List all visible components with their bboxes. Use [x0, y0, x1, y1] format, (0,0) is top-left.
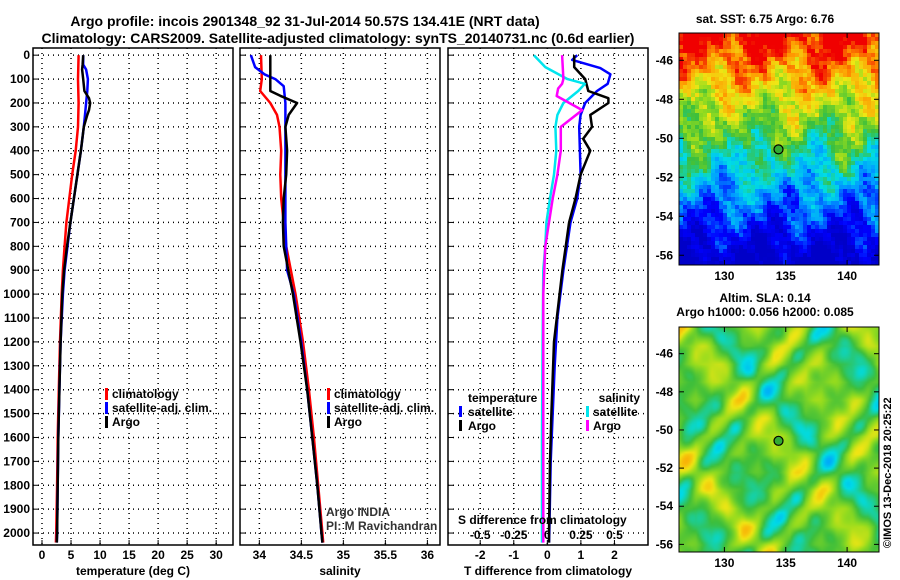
sla-map-title-line2: Argo h1000: 0.056 h2000: 0.085 — [676, 305, 854, 319]
secondary-x-tick-label: 0.25 — [569, 528, 593, 542]
legend-label: Argo — [112, 415, 140, 429]
legend-label: satellite-adj. clim. — [334, 401, 434, 415]
y-tick-label: 1200 — [3, 335, 30, 349]
legend-title-temperature: temperature — [468, 391, 538, 405]
y-tick-label: 1300 — [3, 359, 30, 373]
x-tick-label: 15 — [122, 548, 136, 562]
x-tick-label: 0 — [39, 548, 46, 562]
panel-salinity: 34 34.5 35 35.5 36 salinity climatologysatelli… — [239, 47, 441, 578]
credit-annotation: PI: M Ravichandran — [326, 519, 437, 533]
y-tick-label: 1700 — [3, 454, 30, 468]
secondary-x-tick-label: -0.25 — [500, 528, 528, 542]
legend-label: satellite-adj. clim. — [112, 401, 212, 415]
y-tick-label: 2000 — [3, 526, 30, 540]
y-tick-label: 1400 — [3, 383, 30, 397]
y-tick-label: 300 — [10, 120, 30, 134]
x-axis-label: salinity — [319, 564, 361, 578]
x-tick-label: 2 — [611, 548, 618, 562]
series-line-climatology — [54, 55, 80, 543]
y-tick-label: 900 — [10, 263, 30, 277]
x-tick-label: 35 — [337, 548, 351, 562]
sla-map — [679, 327, 879, 552]
legend-title-salinity: salinity — [599, 391, 641, 405]
panel-temperature: 0100200300400500600700800900100011001200… — [3, 47, 234, 578]
y-tick-label: 1800 — [3, 478, 30, 492]
figure-title-line1: Argo profile: incois 2901348_92 31-Jul-2… — [70, 13, 539, 29]
sla-map-title-line1: Altim. SLA: 0.14 — [719, 291, 811, 305]
x-tick-label: -2 — [475, 548, 486, 562]
y-tick-label: 1100 — [4, 311, 30, 325]
x-axis-label: T difference from climatology — [464, 564, 632, 578]
y-tick-label: 1500 — [3, 407, 30, 421]
x-tick-label: 1 — [578, 548, 585, 562]
y-tick-label: 400 — [10, 144, 30, 158]
y-tick-label: 800 — [10, 239, 30, 253]
legend-label: Argo — [334, 415, 362, 429]
series-line-climatology — [258, 55, 325, 543]
plot-frame — [447, 47, 649, 546]
legend-swatch — [105, 402, 108, 414]
legend-label: climatology — [112, 387, 179, 401]
y-tick-label: 1600 — [3, 430, 30, 444]
secondary-x-tick-label: 0.5 — [606, 528, 623, 542]
legend-swatch — [459, 406, 462, 417]
x-tick-label: -1 — [508, 548, 519, 562]
plot-frame — [239, 47, 441, 546]
legend-swatch — [586, 406, 589, 417]
series-line-argo — [55, 55, 92, 543]
x-tick-label: 10 — [93, 548, 107, 562]
sst-map — [679, 33, 879, 265]
x-tick-label: 25 — [180, 548, 194, 562]
x-tick-label: 34 — [253, 548, 267, 562]
secondary-x-tick-label: -0.5 — [470, 528, 491, 542]
series-line-argo — [269, 55, 324, 543]
y-tick-label: 0 — [23, 48, 30, 62]
x-tick-label: 35.5 — [374, 548, 398, 562]
y-tick-label: 1000 — [3, 287, 30, 301]
y-tick-label: 500 — [10, 168, 30, 182]
credit-text: ©IMOS 13-Dec-2018 20:25:22 — [882, 397, 894, 548]
series-line-salinity-argo — [542, 55, 584, 543]
secondary-x-axis-label: S difference from climatology — [458, 513, 627, 527]
legend-swatch — [586, 420, 589, 431]
secondary-x-tick-label: 0 — [544, 528, 551, 542]
x-tick-label: 30 — [209, 548, 223, 562]
plot-frame — [32, 47, 234, 546]
panel-difference: -2 -1 0 1 2 T difference from climatology temp… — [447, 47, 649, 578]
legend-swatch — [105, 416, 108, 428]
credit-annotation: Argo INDIA — [326, 505, 390, 519]
legend-swatch — [327, 388, 330, 400]
legend-label: Argo — [468, 419, 496, 433]
legend-label: Argo — [593, 419, 621, 433]
y-tick-label: 100 — [10, 72, 30, 86]
x-tick-label: 34.5 — [290, 548, 314, 562]
x-axis-label: temperature (deg C) — [76, 564, 190, 578]
legend-swatch — [105, 388, 108, 400]
x-tick-label: 36 — [421, 548, 435, 562]
legend-swatch — [327, 402, 330, 414]
x-tick-label: 0 — [544, 548, 551, 562]
legend-label: climatology — [334, 387, 401, 401]
legend-swatch — [459, 420, 462, 431]
y-tick-label: 700 — [10, 215, 30, 229]
series-line-temperature-argo — [547, 55, 610, 543]
legend-swatch — [327, 416, 330, 428]
legend-label: satellite — [593, 405, 638, 419]
sst-map-title: sat. SST: 6.75 Argo: 6.76 — [696, 12, 835, 26]
legend-label: satellite — [468, 405, 513, 419]
x-tick-label: 5 — [68, 548, 75, 562]
y-tick-label: 200 — [10, 96, 30, 110]
y-tick-label: 600 — [10, 192, 30, 206]
y-tick-label: 1900 — [3, 502, 30, 516]
figure-title-line2: Climatology: CARS2009. Satellite-adjuste… — [42, 30, 635, 46]
x-tick-label: 20 — [151, 548, 165, 562]
